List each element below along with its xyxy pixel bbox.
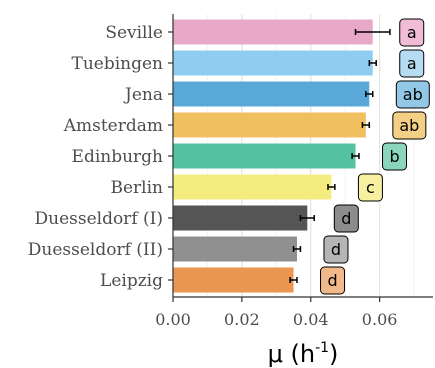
bar — [173, 50, 373, 76]
category-label: Duesseldorf (I) — [34, 209, 163, 229]
bar — [173, 81, 370, 107]
x-axis-title: μ (h-1) — [268, 340, 339, 368]
bar — [173, 205, 308, 231]
significance-letter: c — [366, 178, 375, 197]
x-axis-title-close: ) — [329, 340, 338, 368]
significance-badge — [392, 111, 427, 140]
category-label: Jena — [123, 85, 163, 105]
bars — [173, 19, 373, 293]
significance-letter: ab — [403, 85, 423, 104]
category-labels: Seville Tuebingen Jena Amsterdam Edinburgh Be… — [28, 23, 173, 291]
category-label: Berlin — [110, 178, 163, 198]
bar — [173, 174, 332, 200]
significance-badge — [357, 173, 383, 202]
bar — [173, 19, 373, 45]
significance-letter: d — [327, 271, 337, 290]
x-tick-label: 0.00 — [155, 310, 191, 329]
significance-badge — [395, 80, 430, 109]
significance-letter: a — [407, 23, 417, 42]
significance-badge — [333, 204, 359, 233]
bar — [173, 267, 294, 293]
significance-letter: a — [407, 54, 417, 73]
bar — [173, 143, 356, 169]
bar — [173, 112, 366, 138]
bar — [173, 236, 297, 262]
x-tick-label: 0.06 — [362, 310, 398, 329]
x-ticks: 0.00 0.02 0.04 0.06 — [155, 297, 397, 329]
significance-badge — [320, 266, 346, 295]
error-bars — [289, 29, 391, 283]
category-label: Tuebingen — [71, 54, 163, 74]
significance-letter: ab — [399, 116, 419, 135]
x-axis-title-main: μ (h — [268, 340, 315, 368]
x-axis-title-superscript: -1 — [315, 340, 329, 356]
significance-badge — [399, 49, 425, 78]
significance-letter: d — [341, 209, 351, 228]
significance-badge — [323, 235, 349, 264]
significance-letter: d — [331, 240, 341, 259]
x-tick-label: 0.02 — [224, 310, 260, 329]
category-label: Edinburgh — [72, 147, 164, 167]
significance-badge — [382, 142, 408, 171]
significance-letter: b — [389, 147, 399, 166]
x-tick-label: 0.04 — [293, 310, 329, 329]
category-label: Amsterdam — [63, 116, 163, 136]
significance-badge — [399, 18, 425, 47]
category-label: Duesseldorf (II) — [28, 240, 163, 260]
category-label: Leipzig — [100, 271, 163, 291]
category-label: Seville — [105, 23, 163, 43]
